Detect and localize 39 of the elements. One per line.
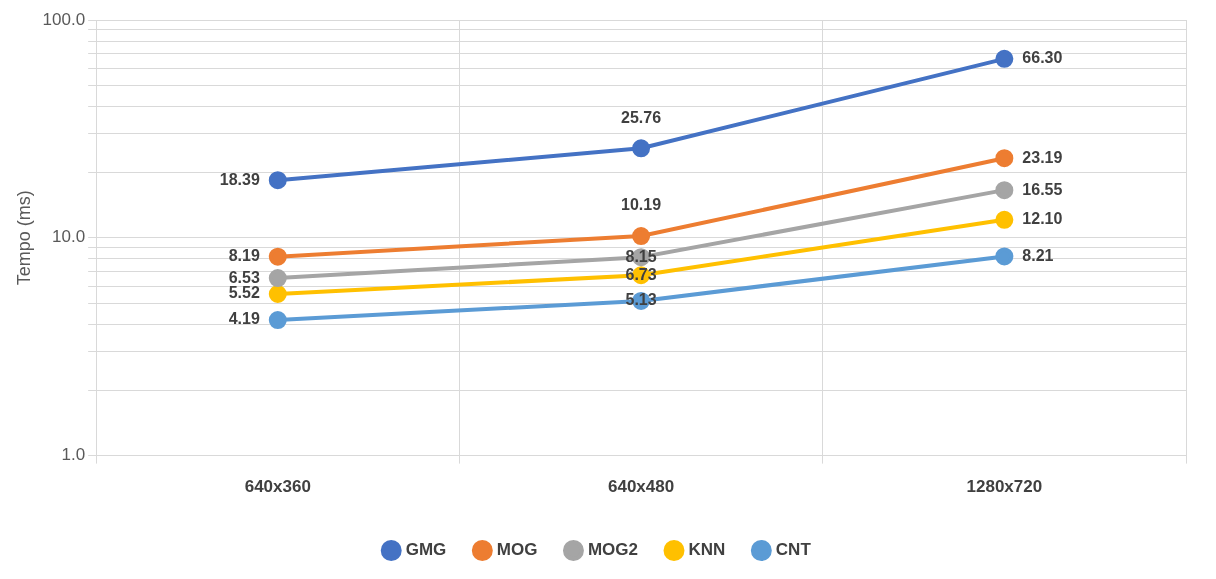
point — [995, 181, 1014, 200]
point — [268, 269, 287, 288]
point — [995, 149, 1014, 168]
data-label: 6.53 — [228, 268, 260, 286]
data-label: 18.39 — [219, 170, 260, 188]
legend-label: CNT — [775, 540, 812, 560]
data-label: 66.30 — [1022, 49, 1063, 67]
data-label: 4.19 — [228, 310, 260, 328]
data-label: 5.13 — [625, 291, 657, 309]
data-label: 12.10 — [1022, 210, 1063, 228]
point — [995, 49, 1014, 68]
legend-label: MOG — [496, 540, 538, 560]
y-axis-title: Tempo (ms) — [13, 190, 34, 286]
point — [268, 285, 287, 304]
data-label: 8.15 — [625, 247, 657, 265]
x-tick-label: 640x360 — [244, 477, 311, 497]
point — [268, 247, 287, 266]
data-label: 25.76 — [621, 108, 662, 126]
x-tick-label: 1280x720 — [966, 477, 1043, 497]
y-tick-label: 10.0 — [52, 227, 86, 247]
data-label: 16.55 — [1022, 180, 1063, 198]
point — [268, 171, 287, 190]
data-label: 8.21 — [1022, 246, 1054, 264]
point — [632, 139, 651, 158]
data-label: 23.19 — [1022, 148, 1063, 166]
y-tick-label: 1.0 — [61, 445, 86, 465]
point — [995, 247, 1014, 266]
data-label: 6.73 — [625, 265, 657, 283]
legend-label: GMG — [405, 540, 447, 560]
data-label: 5.52 — [228, 284, 260, 302]
y-tick-label: 100.0 — [42, 9, 86, 29]
legend-label: MOG2 — [587, 540, 638, 560]
x-tick-label: 640x480 — [607, 477, 675, 497]
legend-label: KNN — [688, 540, 726, 560]
point — [268, 311, 287, 330]
point — [632, 227, 651, 246]
point — [995, 210, 1014, 229]
data-label: 10.19 — [621, 196, 662, 214]
data-label: 8.19 — [228, 247, 260, 265]
